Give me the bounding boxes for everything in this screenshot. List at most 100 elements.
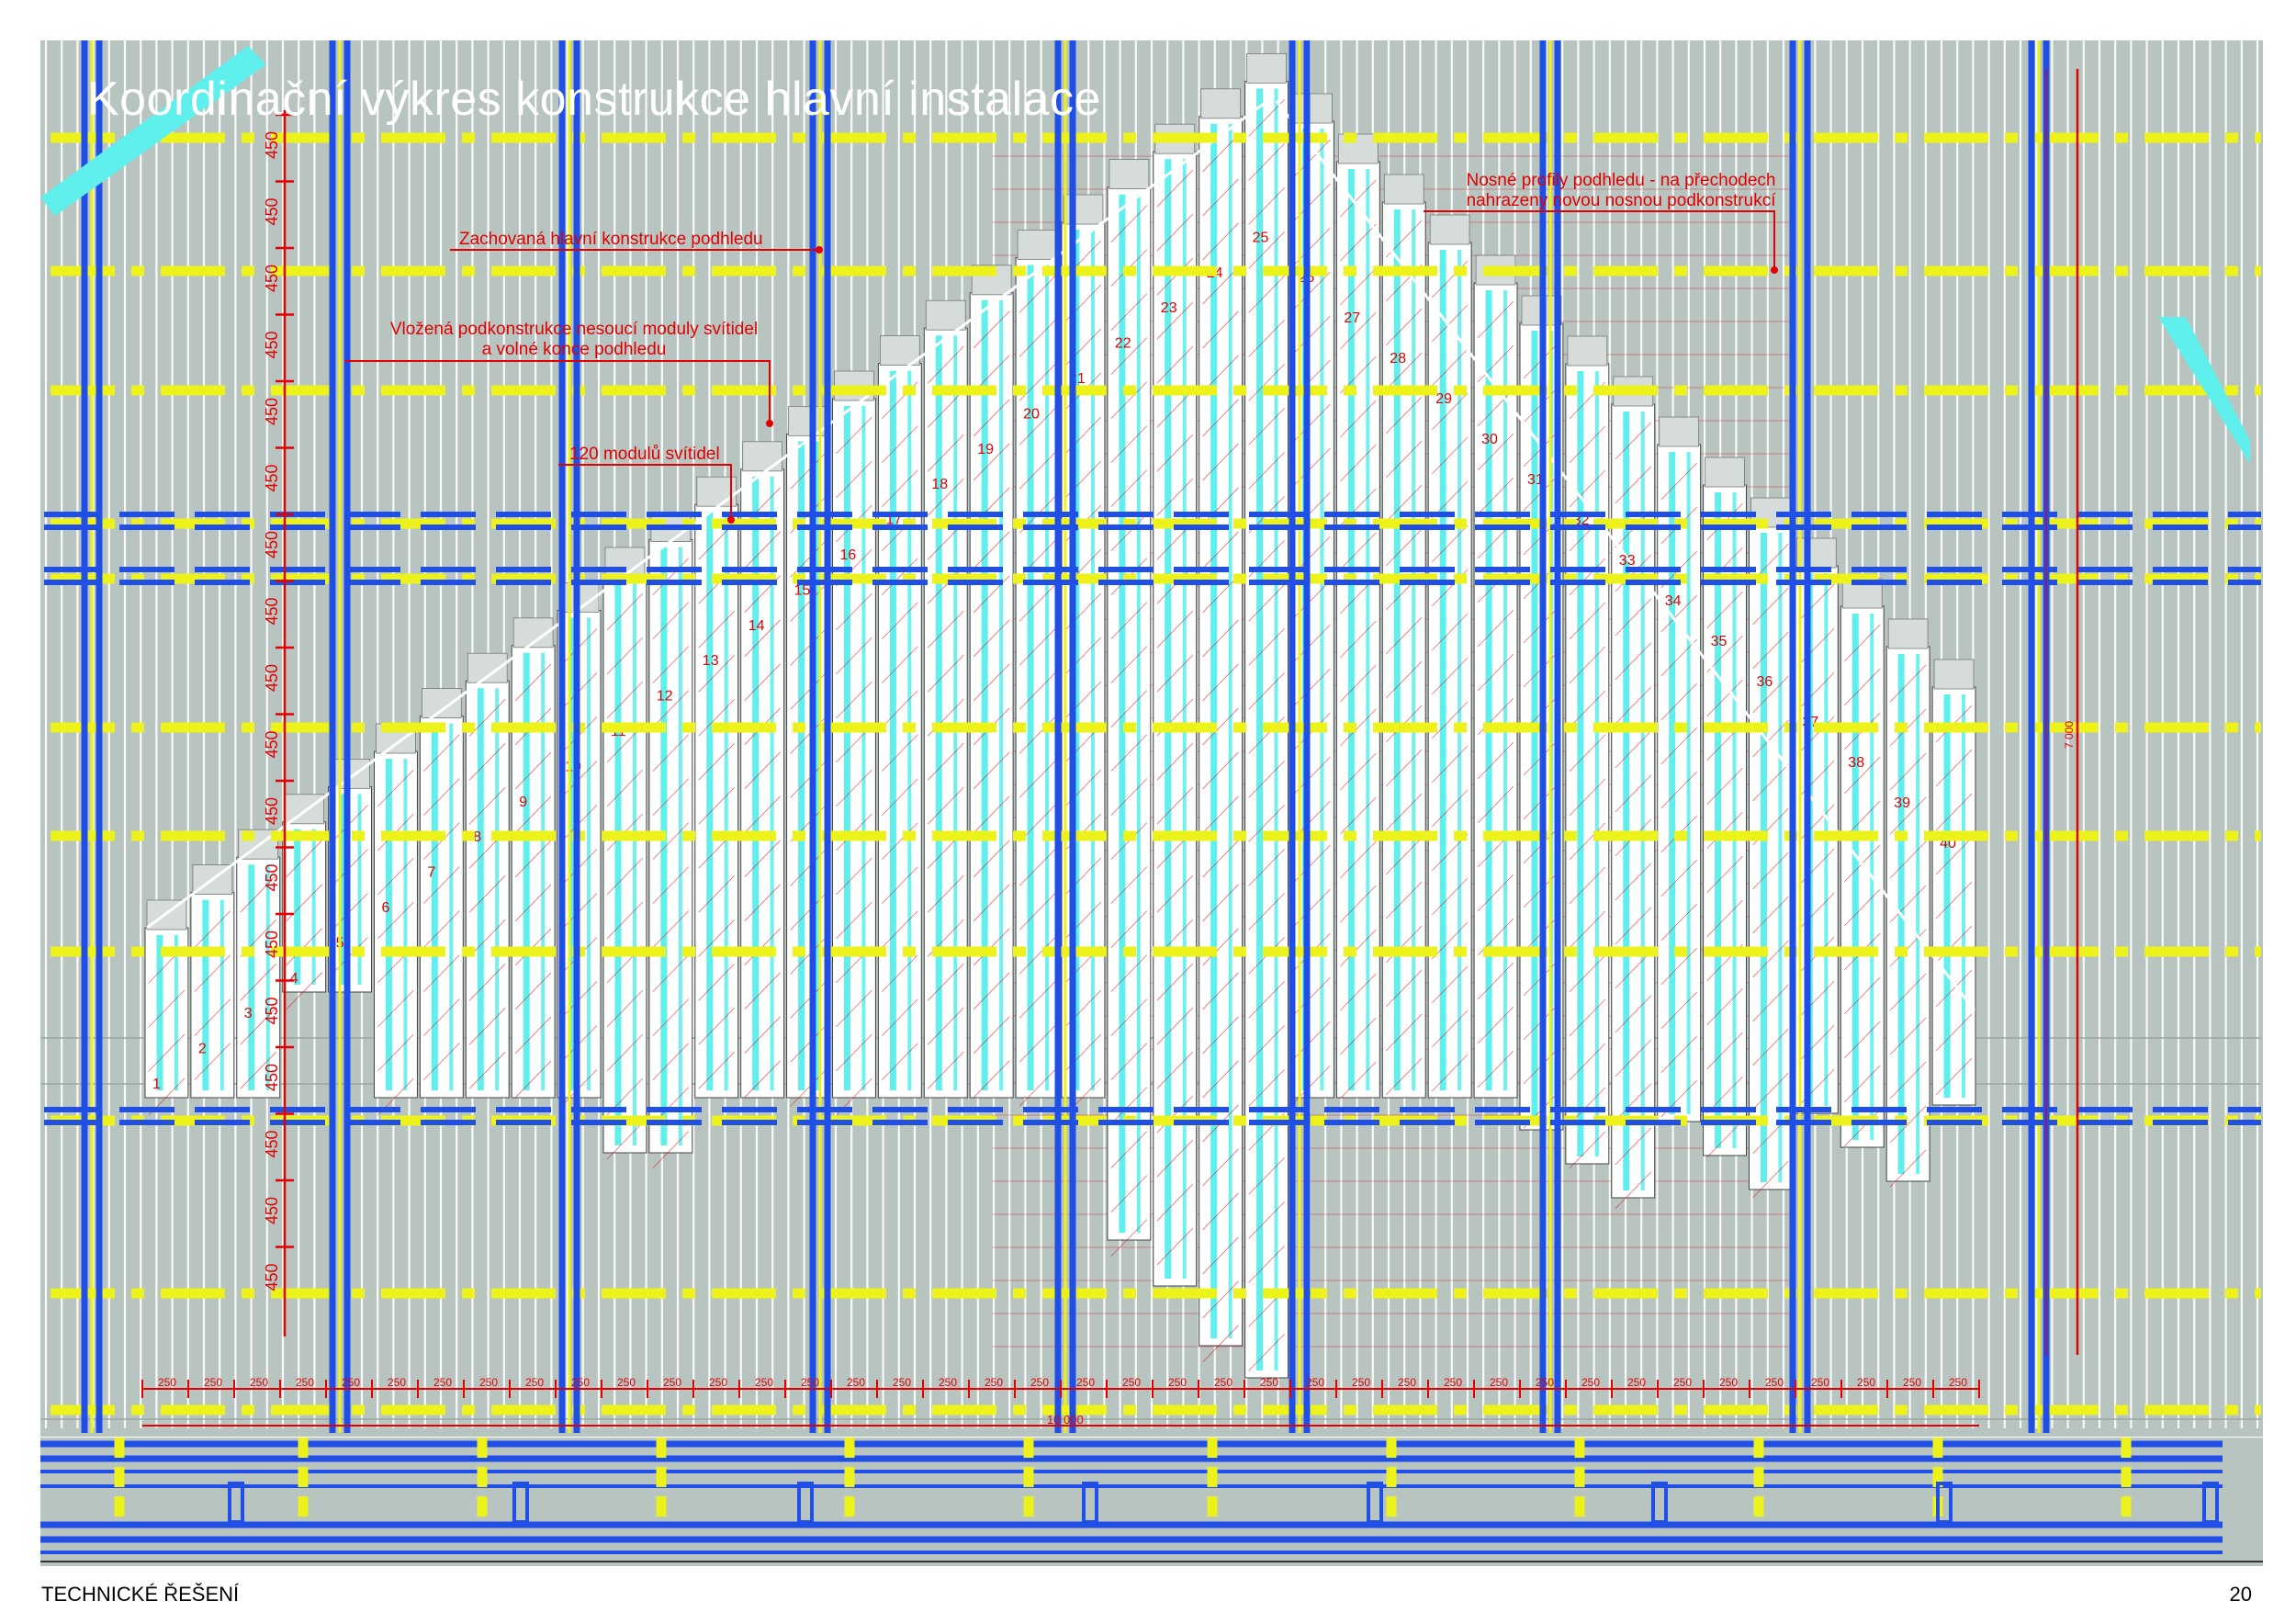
module-hatch bbox=[1889, 973, 1927, 1011]
module-hatch bbox=[1340, 664, 1377, 703]
cyan-strip bbox=[2158, 317, 2250, 464]
module-hatch bbox=[1477, 389, 1514, 427]
module-hatch bbox=[744, 840, 781, 878]
dimension-total-height: 7 000 bbox=[2063, 721, 2076, 749]
module-hatch bbox=[744, 663, 781, 702]
dimension-label: 250 bbox=[250, 1376, 268, 1389]
module-hatch bbox=[1431, 657, 1469, 695]
module-hatch bbox=[1019, 584, 1056, 622]
module-hatch bbox=[652, 734, 690, 772]
module-hatch bbox=[469, 1051, 506, 1089]
module-hatch bbox=[652, 690, 690, 727]
module-hatch bbox=[928, 786, 964, 825]
dimension-label: 250 bbox=[617, 1376, 636, 1389]
module-hatch bbox=[1202, 663, 1239, 702]
module-hatch bbox=[698, 874, 735, 913]
module-hatch bbox=[1202, 619, 1239, 658]
light-module bbox=[648, 539, 693, 1154]
module-hatch bbox=[1889, 1061, 1927, 1100]
module-hatch bbox=[469, 1007, 506, 1045]
dimension-label: 250 bbox=[388, 1376, 406, 1389]
module-hatch bbox=[836, 989, 872, 1028]
module-hatch bbox=[1889, 664, 1927, 703]
module-hatch bbox=[1660, 947, 1697, 986]
section-bracket bbox=[1651, 1482, 1668, 1524]
module-number: 23 bbox=[1161, 300, 1177, 316]
light-module bbox=[236, 856, 281, 1099]
module-hatch bbox=[1706, 591, 1743, 629]
module-hatch bbox=[1248, 1069, 1285, 1107]
module-number: 3 bbox=[244, 1006, 253, 1021]
dimension-label: 250 bbox=[158, 1376, 176, 1389]
dimension-label: 250 bbox=[663, 1376, 681, 1389]
module-hatch bbox=[1386, 1013, 1423, 1052]
dimension-label: 250 bbox=[1811, 1376, 1829, 1389]
module-hatch bbox=[514, 795, 552, 834]
section-bracket bbox=[1936, 1482, 1953, 1524]
light-module bbox=[1565, 363, 1610, 1165]
dimension-label: 250 bbox=[1627, 1376, 1646, 1389]
module-number: 13 bbox=[703, 653, 719, 669]
dimension-label: 450 bbox=[263, 1130, 281, 1157]
module-hatch bbox=[1202, 1016, 1239, 1054]
module-number: 9 bbox=[519, 795, 527, 810]
module-hatch bbox=[1386, 352, 1423, 390]
module-hatch bbox=[1340, 1061, 1377, 1100]
module-hatch bbox=[1752, 1072, 1789, 1111]
module-hatch bbox=[1202, 840, 1239, 878]
module-hatch bbox=[1431, 524, 1469, 563]
module-hatch bbox=[1110, 381, 1148, 419]
dimension-label: 450 bbox=[263, 1197, 281, 1224]
module-hatch bbox=[836, 769, 872, 807]
light-module bbox=[1931, 686, 1976, 1106]
module-hatch bbox=[882, 998, 918, 1036]
module-hatch bbox=[882, 866, 918, 904]
module-hatch bbox=[698, 566, 735, 604]
module-hatch bbox=[1477, 962, 1514, 1000]
module-hatch bbox=[514, 1016, 552, 1054]
module-hatch bbox=[652, 646, 690, 683]
module-hatch bbox=[1844, 668, 1881, 706]
module-hatch bbox=[973, 531, 1010, 570]
annotation-profiles: Nosné profily podhledu - na přechodech n… bbox=[1428, 171, 1814, 211]
section-bracket bbox=[512, 1482, 529, 1524]
module-hatch bbox=[1889, 1149, 1927, 1188]
dimension-label: 250 bbox=[1352, 1376, 1370, 1389]
dimension-label: 450 bbox=[263, 398, 281, 425]
module-hatch bbox=[1386, 616, 1423, 655]
module-hatch bbox=[1615, 466, 1651, 504]
dimension-label: 250 bbox=[1122, 1376, 1141, 1389]
dimension-label: 250 bbox=[204, 1376, 222, 1389]
module-hatch bbox=[1156, 874, 1193, 913]
module-hatch bbox=[1889, 1105, 1927, 1144]
module-hatch bbox=[1569, 1043, 1606, 1081]
dimension-label: 250 bbox=[342, 1376, 360, 1389]
light-module bbox=[1107, 186, 1152, 1241]
module-hatch bbox=[1752, 763, 1789, 802]
module-hatch bbox=[1340, 444, 1377, 482]
module-hatch bbox=[698, 919, 735, 957]
light-module bbox=[923, 327, 968, 1099]
module-hatch bbox=[1202, 972, 1239, 1010]
dimension-label: 250 bbox=[801, 1376, 819, 1389]
module-cap bbox=[1063, 194, 1104, 225]
module-hatch bbox=[1386, 1057, 1423, 1096]
module-hatch bbox=[1752, 675, 1789, 714]
module-hatch bbox=[1248, 1334, 1285, 1371]
module-hatch bbox=[1248, 408, 1285, 445]
module-hatch bbox=[882, 646, 918, 683]
module-hatch bbox=[514, 663, 552, 702]
module-hatch bbox=[1156, 1007, 1193, 1045]
module-hatch bbox=[1752, 631, 1789, 670]
module-hatch bbox=[1615, 951, 1651, 989]
module-hatch bbox=[1156, 963, 1193, 1001]
module-hatch bbox=[744, 795, 781, 834]
module-hatch bbox=[1110, 1087, 1148, 1124]
module-number: 18 bbox=[931, 477, 948, 492]
module-hatch bbox=[698, 654, 735, 693]
module-hatch bbox=[1110, 866, 1148, 904]
module-hatch bbox=[836, 637, 872, 675]
light-module bbox=[282, 821, 327, 993]
module-hatch bbox=[652, 998, 690, 1036]
